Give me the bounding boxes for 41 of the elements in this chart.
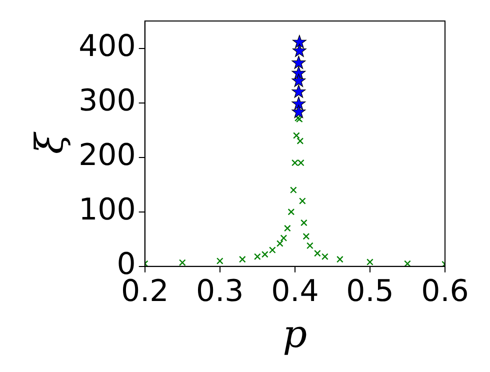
point (292, 104, 306, 118)
y-tick-label: 300 (78, 84, 136, 119)
point (178, 259, 186, 266)
point (238, 256, 246, 263)
point (298, 159, 304, 166)
point (261, 250, 268, 258)
x-tick-label: 0.4 (271, 274, 319, 310)
point (292, 56, 306, 69)
point (302, 232, 310, 240)
point (280, 234, 288, 242)
point (300, 219, 308, 226)
point (254, 253, 261, 260)
y-tick-label: 400 (78, 29, 136, 64)
point (276, 240, 284, 247)
point (296, 138, 304, 144)
x-tick-label: 0.6 (421, 274, 469, 310)
point (292, 84, 306, 98)
point (299, 198, 306, 204)
y-axis-title: ξ (28, 131, 72, 154)
point (322, 253, 328, 260)
point (268, 246, 276, 254)
point (336, 256, 344, 263)
point (292, 44, 306, 57)
point (290, 186, 297, 194)
point (306, 242, 314, 250)
point (292, 159, 298, 166)
point (216, 258, 224, 264)
y-tick-label: 200 (78, 138, 136, 174)
x-tick-label: 0.5 (346, 274, 394, 310)
point (292, 96, 306, 110)
x-tick-label: 0.3 (196, 274, 244, 310)
point (404, 260, 411, 266)
point (293, 132, 300, 139)
x-axis-title: p (282, 312, 308, 356)
point (284, 224, 291, 232)
point (292, 34, 306, 48)
point (314, 250, 321, 257)
y-tick-label: 100 (78, 192, 136, 228)
point (366, 258, 374, 266)
point (288, 208, 295, 216)
point (292, 74, 306, 87)
